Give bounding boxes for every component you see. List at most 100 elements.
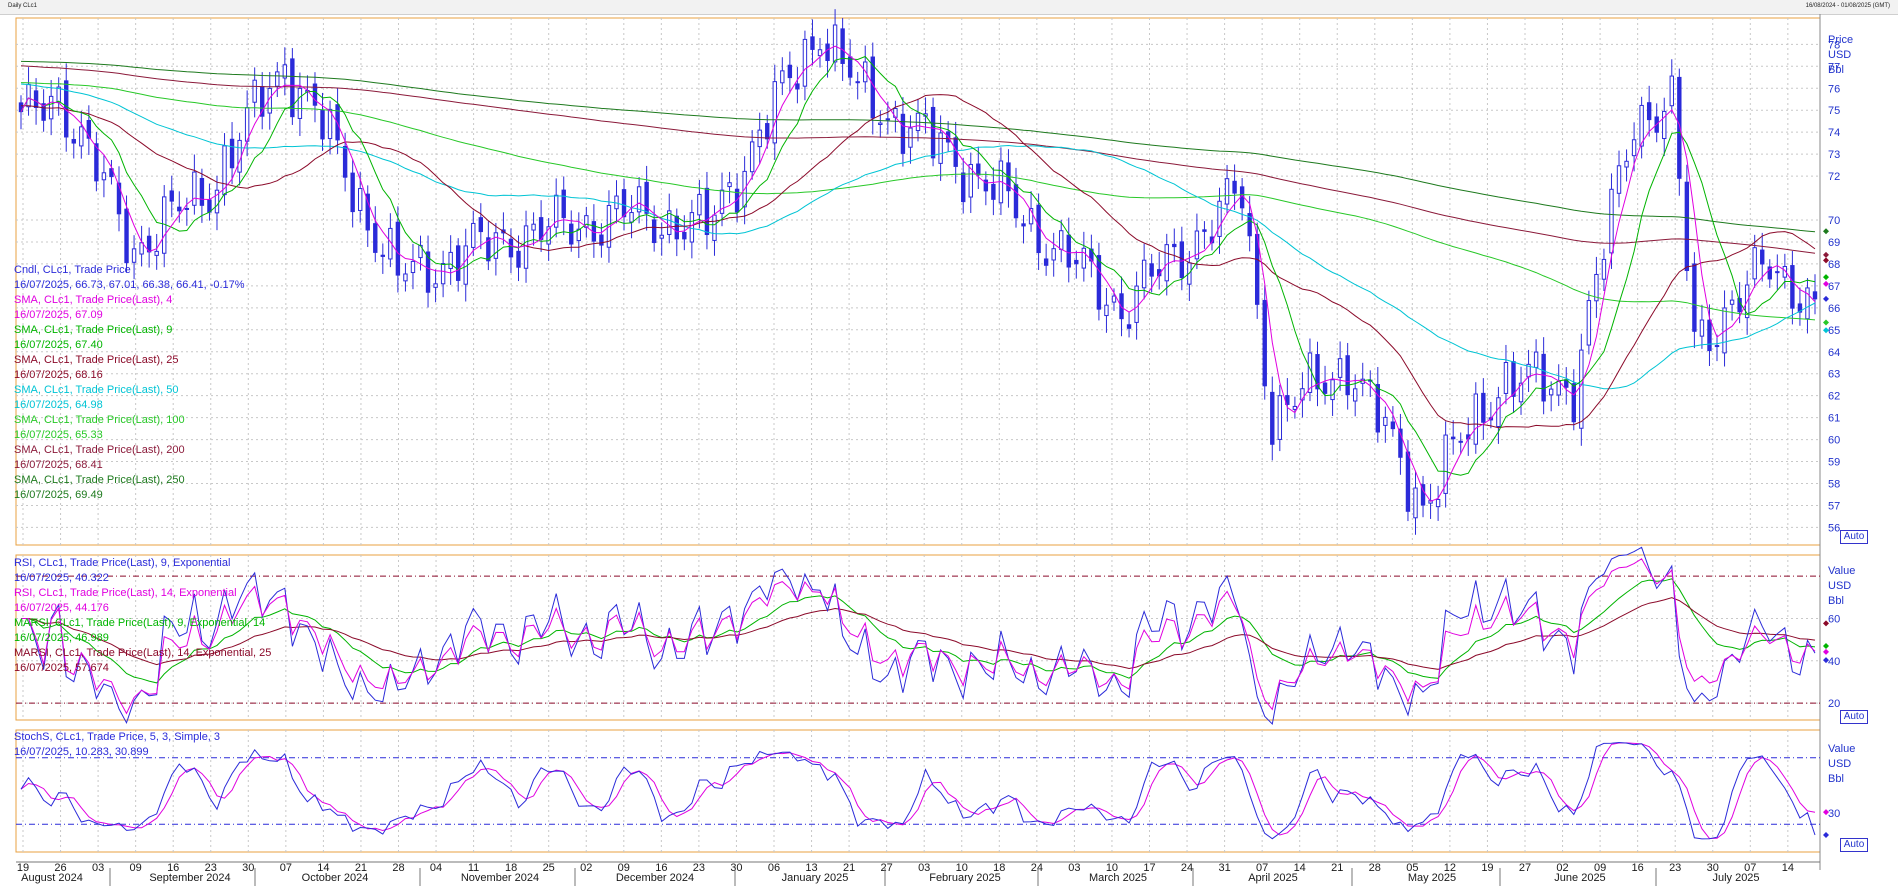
price-value-marker [1823,327,1829,334]
candle-body [1405,451,1411,512]
x-day-label: 28 [1369,862,1381,874]
legend-series-name[interactable]: SMA, CLc1, Trade Price(Last), 100 [14,414,185,426]
candle-body [1043,258,1049,266]
legend-series-name[interactable]: SMA, CLc1, Trade Price(Last), 200 [14,444,185,456]
price-value-marker [1823,228,1829,235]
candle-body [1285,395,1290,405]
price-tick-label: 69 [1828,237,1840,249]
candle-body [380,254,386,257]
candle-body [1443,434,1448,494]
candle-body [1669,75,1674,107]
candle-body [1232,180,1237,194]
stoch-axis-title: Bbl [1828,773,1844,785]
legend-series-name[interactable]: MARSI, CLc1, Trade Price(Last), 9, Expon… [14,617,266,629]
x-day-label: 24 [1031,862,1043,874]
candle-body [1594,273,1599,302]
legend-series-value: 16/07/2025, 66.73, 67.01, 66.38, 66.41, … [14,279,245,291]
candle-body [1684,181,1690,272]
legend-series-value: 16/07/2025, 67.40 [14,339,103,351]
price-value-marker [1823,319,1829,326]
price-axis-title: Bbl [1828,64,1844,76]
sma50-line [20,83,1816,390]
stoch-axis-title: Value [1828,743,1855,755]
candle-body [1172,243,1177,248]
legend-series-name[interactable]: RSI, CLc1, Trade Price(Last), 14, Expone… [14,587,237,599]
x-month-label: January 2025 [782,872,849,884]
candle-body [983,179,989,192]
candle-body [704,187,710,236]
candle-body [1194,230,1200,260]
price-tick-label: 58 [1828,479,1840,491]
x-day-label: 13 [805,862,817,874]
candle-body [327,108,333,140]
legend-series-name[interactable]: SMA, CLc1, Trade Price(Last), 250 [14,474,185,486]
candle-body [1375,384,1381,433]
candle-body [1262,299,1267,387]
legend-series-name[interactable]: SMA, CLc1, Trade Price(Last), 9 [14,324,173,336]
x-month-label: October 2024 [302,872,369,884]
stoch-auto-button[interactable]: Auto [1840,838,1868,852]
sma200-line [20,65,1816,254]
candle-body [961,172,966,203]
marsi14-line [21,597,1816,670]
candle-body [1782,266,1788,278]
legend-series-name[interactable]: SMA, CLc1, Trade Price(Last), 25 [14,354,179,366]
x-day-label: 16 [1632,862,1644,874]
candle-body [1420,484,1426,506]
x-day-label: 30 [242,862,254,874]
legend-series-name[interactable]: SMA, CLc1, Trade Price(Last), 4 [14,294,173,306]
candle-body [1556,380,1561,396]
rsi9-line [21,546,1816,726]
x-day-label: 19 [1481,862,1493,874]
candle-body [229,138,235,169]
x-day-label: 03 [1068,862,1080,874]
x-day-label: 14 [1294,862,1306,874]
price-tick-label: 74 [1828,127,1840,139]
legend-series-value: 16/07/2025, 65.33 [14,429,103,441]
candle-body [373,223,378,253]
rsi-auto-button[interactable]: Auto [1840,710,1868,724]
price-value-marker [1823,295,1829,302]
x-day-label: 24 [1181,862,1193,874]
x-month-label: May 2025 [1408,872,1456,884]
legend-series-name[interactable]: MARSI, CLc1, Trade Price(Last), 14, Expo… [14,647,272,659]
candle-body [991,183,996,200]
price-tick-label: 70 [1828,215,1840,227]
candle-body [124,208,129,264]
candle-body [644,181,649,214]
price-tick-label: 73 [1828,149,1840,161]
candle-body [1790,265,1795,309]
candle-body [395,221,401,276]
candle-body [847,56,853,78]
price-auto-button[interactable]: Auto [1840,530,1868,544]
candle-body [455,245,461,281]
rsi-value-marker [1823,620,1829,627]
legend-series-name[interactable]: SMA, CLc1, Trade Price(Last), 50 [14,384,179,396]
sma25-line [21,94,1816,429]
candle-body [471,222,476,248]
price-value-marker [1823,280,1829,287]
candle-body [71,138,76,144]
price-tick-label: 72 [1828,171,1840,183]
candle-body [440,263,446,285]
candle-body [222,145,227,196]
legend-series-name[interactable]: RSI, CLc1, Trade Price(Last), 9, Exponen… [14,557,231,569]
candle-body [365,193,370,231]
x-day-label: 05 [1406,862,1418,874]
candle-body [802,38,808,87]
candle-body [1247,213,1252,237]
candle-body [237,139,242,173]
candle-body [1767,266,1772,280]
sma250-line [20,60,1816,233]
candle-body [1066,234,1071,268]
candle-body [817,49,823,57]
candle-body [749,141,755,173]
price-tick-label: 59 [1828,457,1840,469]
x-day-label: 26 [54,862,66,874]
legend-series-name[interactable]: Cndl, CLc1, Trade Price [14,264,131,276]
candle-body [56,86,61,103]
legend-series-name[interactable]: StochS, CLc1, Trade Price, 5, 3, Simple,… [14,731,221,743]
candle-body [199,177,205,206]
candle-body [1277,395,1283,440]
